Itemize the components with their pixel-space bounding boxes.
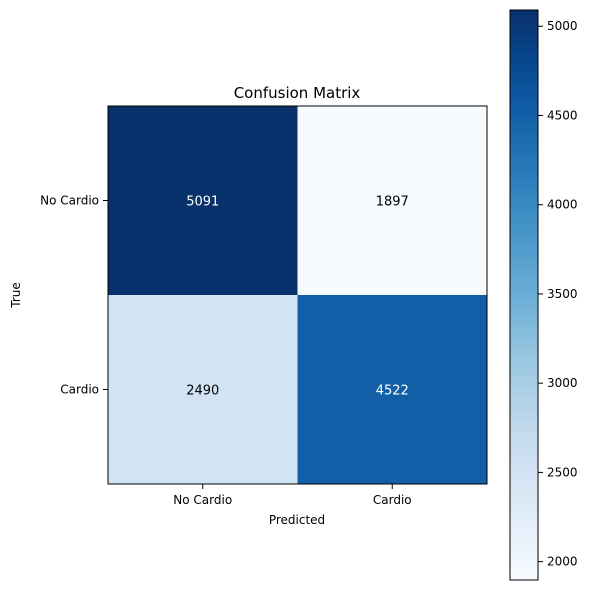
heatmap-cells	[108, 106, 488, 485]
colorbar-tick-label: 4500	[547, 108, 578, 122]
colorbar-tick-label: 2500	[547, 465, 578, 479]
colorbar	[509, 9, 539, 581]
x-axis-label: Predicted	[269, 513, 325, 527]
cell-value-labels: 5091 1897 2490 4522	[186, 195, 409, 399]
colorbar-tick-label: 3000	[547, 376, 578, 390]
x-tick-label: No Cardio	[173, 493, 232, 507]
cell-value-label: 5091	[186, 195, 219, 210]
heatmap-cell	[108, 106, 298, 296]
heatmap-cell	[108, 295, 298, 485]
y-tick-label: Cardio	[60, 383, 99, 397]
y-tick-label: No Cardio	[40, 194, 99, 208]
heatmap-cell	[297, 106, 488, 296]
colorbar-tick-label: 3500	[547, 287, 578, 301]
heatmap-cell	[297, 295, 488, 485]
cell-value-label: 1897	[376, 195, 409, 210]
colorbar-ticks: 2000 2500 3000 3500 4000 4500 5000	[538, 19, 578, 569]
plot-frame	[107, 105, 488, 485]
x-tick-label: Cardio	[373, 493, 412, 507]
y-axis: No Cardio Cardio	[40, 194, 108, 397]
chart-title: Confusion Matrix	[234, 84, 361, 102]
colorbar-tick-label: 5000	[547, 19, 578, 33]
colorbar-tick-label: 4000	[547, 198, 578, 212]
colorbar-tick-label: 2000	[547, 555, 578, 569]
x-axis: No Cardio Cardio	[173, 484, 412, 507]
cell-value-label: 4522	[376, 384, 409, 399]
y-axis-label: True	[9, 282, 23, 309]
cell-value-label: 2490	[186, 384, 219, 399]
